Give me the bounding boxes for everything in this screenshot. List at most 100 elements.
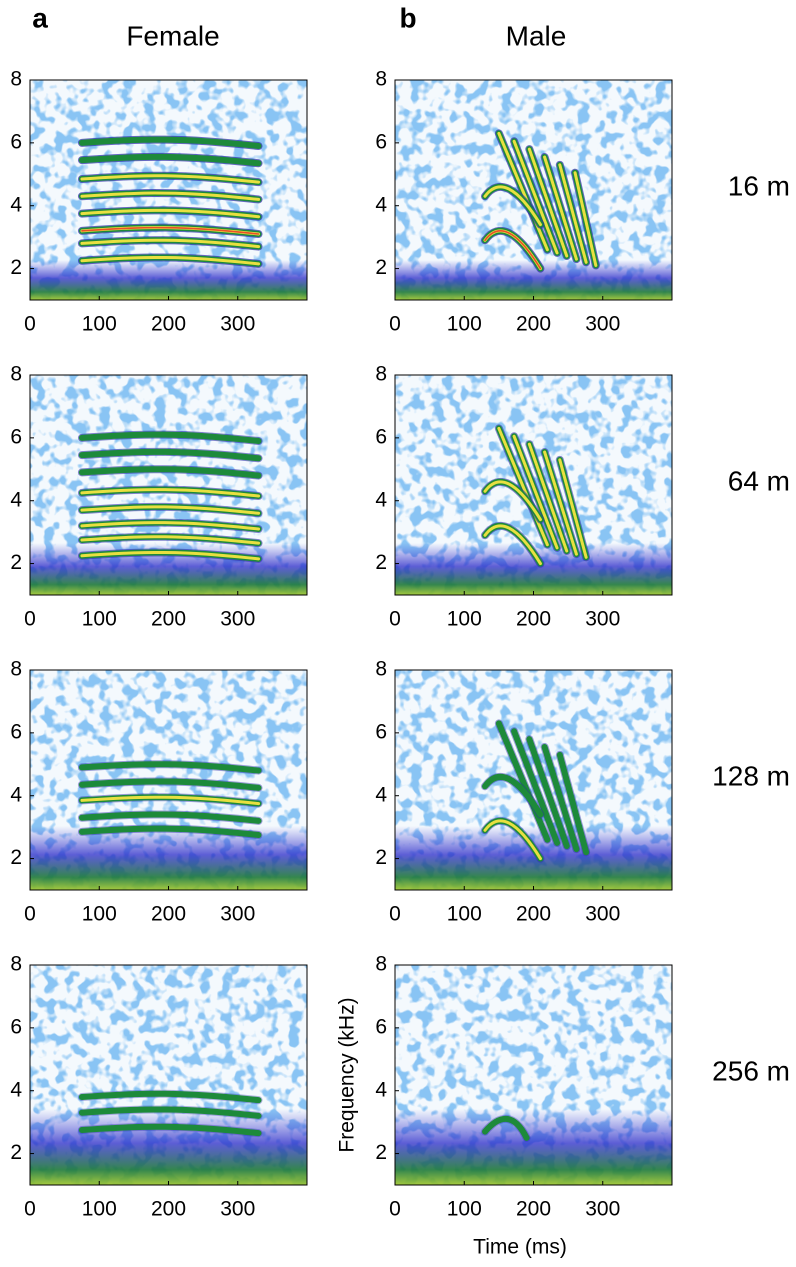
- y-tick-label: 4: [10, 783, 22, 806]
- x-tick-label: 300: [585, 1198, 620, 1221]
- y-tick-label: 8: [10, 658, 22, 681]
- y-tick-label: 6: [10, 130, 22, 153]
- y-tick-label: 4: [375, 193, 387, 216]
- x-tick-label: 0: [24, 903, 36, 926]
- noise-floor: [395, 260, 672, 300]
- distance-label: 256 m: [712, 1055, 790, 1086]
- x-tick-label: 300: [585, 608, 620, 631]
- harmonic-core: [573, 171, 598, 267]
- harmonic: [541, 744, 580, 853]
- harmonic-core: [558, 458, 588, 559]
- harmonic: [482, 773, 544, 818]
- y-tick-label: 8: [375, 68, 387, 91]
- spectrogram: 0 100 200 300 2 4 6 8: [375, 363, 673, 631]
- x-tick-label: 0: [24, 313, 36, 336]
- harmonic: [78, 761, 262, 774]
- spectrogram-body: [30, 670, 307, 890]
- harmonic-peak: [484, 230, 542, 270]
- x-tick-label: 100: [82, 313, 117, 336]
- y-tick-label: 6: [375, 720, 387, 743]
- x-tick-label: 300: [220, 608, 255, 631]
- harmonic: [511, 728, 561, 846]
- column-title: Male: [506, 20, 567, 51]
- harmonic-core: [512, 139, 559, 255]
- x-tick-label: 300: [220, 313, 255, 336]
- y-tick-label: 6: [375, 1015, 387, 1038]
- noise-floor: [30, 260, 307, 300]
- harmonic-core: [558, 163, 588, 264]
- y-tick-label: 2: [10, 846, 22, 869]
- distance-label: 64 m: [728, 465, 790, 496]
- y-tick-label: 6: [10, 1015, 22, 1038]
- x-tick-label: 100: [447, 1198, 482, 1221]
- y-tick-label: 4: [10, 193, 22, 216]
- y-tick-label: 8: [10, 68, 22, 91]
- y-tick-label: 8: [375, 658, 387, 681]
- harmonic-core: [483, 480, 542, 522]
- column-title: Female: [126, 20, 219, 51]
- x-tick-label: 200: [516, 313, 551, 336]
- x-tick-label: 200: [151, 608, 186, 631]
- harmonic: [78, 1106, 262, 1119]
- y-tick-label: 6: [375, 425, 387, 448]
- x-tick-label: 0: [24, 608, 36, 631]
- spectrogram-body: [30, 80, 307, 300]
- y-tick-label: 2: [375, 846, 387, 869]
- harmonic-core: [80, 255, 261, 266]
- x-tick-label: 0: [389, 1198, 401, 1221]
- harmonic-core: [543, 155, 578, 261]
- harmonic-core: [527, 147, 569, 258]
- noise-floor: [30, 826, 307, 890]
- x-tick-label: 100: [447, 903, 482, 926]
- x-tick-label: 100: [82, 1198, 117, 1221]
- y-axis-label: Frequency (kHz): [336, 997, 359, 1152]
- noise-floor: [30, 1109, 307, 1185]
- y-tick-label: 4: [10, 488, 22, 511]
- harmonic-core: [483, 524, 542, 566]
- x-tick-label: 0: [389, 903, 401, 926]
- y-tick-label: 2: [10, 551, 22, 574]
- harmonic-core: [80, 795, 261, 806]
- x-tick-label: 200: [516, 608, 551, 631]
- y-tick-label: 2: [375, 551, 387, 574]
- noise-floor: [395, 1109, 672, 1185]
- y-tick-label: 6: [10, 425, 22, 448]
- x-tick-label: 100: [447, 608, 482, 631]
- harmonic-core: [80, 174, 261, 184]
- harmonic: [78, 431, 262, 444]
- x-tick-label: 300: [220, 903, 255, 926]
- x-tick-label: 200: [516, 1198, 551, 1221]
- harmonic: [78, 811, 262, 824]
- x-tick-label: 0: [389, 608, 401, 631]
- y-tick-label: 2: [10, 1141, 22, 1164]
- harmonic-peak: [81, 226, 260, 235]
- harmonic: [556, 751, 590, 856]
- harmonic-core: [512, 434, 559, 550]
- harmonic: [78, 466, 262, 479]
- harmonic-core: [497, 131, 549, 252]
- harmonic-core: [80, 191, 261, 201]
- panel-label: b: [399, 2, 416, 33]
- noise-floor: [395, 826, 672, 890]
- harmonic-core: [80, 488, 261, 498]
- y-tick-label: 2: [10, 256, 22, 279]
- spectrogram-body: [395, 375, 672, 595]
- spectrogram: 0 100 200 300 2 4 6 8: [375, 68, 673, 336]
- x-tick-label: 200: [151, 1198, 186, 1221]
- harmonic-core: [80, 208, 261, 219]
- harmonic-core: [80, 550, 261, 561]
- harmonic-core: [483, 819, 542, 861]
- spectrogram-body: [30, 375, 307, 595]
- harmonic-core: [80, 238, 261, 249]
- x-tick-label: 300: [585, 313, 620, 336]
- x-tick-label: 300: [585, 903, 620, 926]
- y-tick-label: 2: [375, 256, 387, 279]
- spectrogram: 0 100 200 300 2 4 6 8: [10, 68, 308, 336]
- y-tick-label: 2: [375, 1141, 387, 1164]
- harmonic: [78, 778, 262, 791]
- y-tick-label: 8: [10, 953, 22, 976]
- distance-label: 128 m: [712, 760, 790, 791]
- spectrogram-body: [395, 670, 672, 890]
- harmonic: [78, 1090, 262, 1104]
- y-tick-label: 8: [10, 363, 22, 386]
